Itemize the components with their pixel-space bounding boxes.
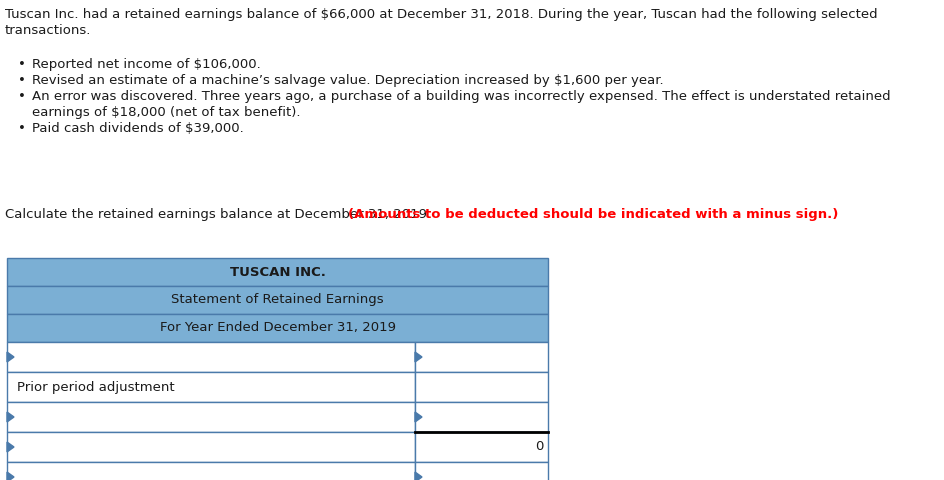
Text: Tuscan Inc. had a retained earnings balance of $66,000 at December 31, 2018. Dur: Tuscan Inc. had a retained earnings bala… (5, 8, 877, 21)
Text: •: • (18, 90, 25, 103)
Text: 0: 0 (534, 441, 543, 454)
Text: Reported net income of $106,000.: Reported net income of $106,000. (32, 58, 261, 71)
Bar (414, 342, 548, 372)
Bar (7, 342, 414, 372)
Text: earnings of $18,000 (net of tax benefit).: earnings of $18,000 (net of tax benefit)… (32, 106, 300, 119)
Polygon shape (414, 472, 422, 480)
Text: (Amounts to be deducted should be indicated with a minus sign.): (Amounts to be deducted should be indica… (347, 208, 837, 221)
Text: Paid cash dividends of $39,000.: Paid cash dividends of $39,000. (32, 122, 244, 135)
Text: Statement of Retained Earnings: Statement of Retained Earnings (171, 293, 383, 307)
Polygon shape (7, 352, 14, 362)
Bar (7, 372, 414, 402)
Text: Revised an estimate of a machine’s salvage value. Depreciation increased by $1,6: Revised an estimate of a machine’s salva… (32, 74, 663, 87)
Bar (7, 258, 548, 286)
Text: TUSCAN INC.: TUSCAN INC. (229, 265, 325, 278)
Text: •: • (18, 74, 25, 87)
Bar (7, 286, 548, 314)
Text: An error was discovered. Three years ago, a purchase of a building was incorrect: An error was discovered. Three years ago… (32, 90, 889, 103)
Bar (414, 402, 548, 432)
Text: For Year Ended December 31, 2019: For Year Ended December 31, 2019 (160, 322, 396, 335)
Bar (414, 372, 548, 402)
Bar (414, 432, 548, 462)
Text: Prior period adjustment: Prior period adjustment (17, 381, 175, 394)
Text: •: • (18, 122, 25, 135)
Bar (414, 462, 548, 480)
Bar (7, 462, 414, 480)
Polygon shape (7, 442, 14, 452)
Text: transactions.: transactions. (5, 24, 92, 37)
Bar (7, 314, 548, 342)
Text: Calculate the retained earnings balance at December 31, 2019.: Calculate the retained earnings balance … (5, 208, 435, 221)
Polygon shape (7, 412, 14, 422)
Bar (7, 402, 414, 432)
Polygon shape (414, 412, 422, 422)
Text: •: • (18, 58, 25, 71)
Polygon shape (7, 472, 14, 480)
Polygon shape (414, 352, 422, 362)
Bar (7, 432, 414, 462)
